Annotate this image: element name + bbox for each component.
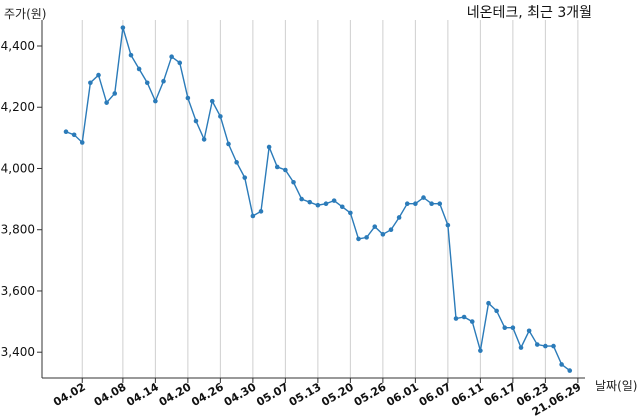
x-tick-label: 05.26 [352, 380, 389, 409]
data-point [128, 52, 134, 58]
x-tick-label: 04.30 [222, 380, 259, 409]
data-point [478, 348, 483, 353]
series-price [63, 25, 573, 373]
x-axis-title: 날짜(일) [595, 379, 637, 393]
y-tick-label: 4,000 [1, 161, 35, 175]
data-point [421, 195, 426, 200]
chart-title: 네온테크, 최근 3개월 [467, 5, 592, 21]
data-point [120, 25, 126, 30]
data-point [201, 137, 207, 142]
data-point [551, 343, 556, 349]
data-point [486, 300, 491, 306]
x-tick-label: 06.01 [384, 380, 421, 409]
data-point [364, 235, 369, 240]
data-point [71, 132, 77, 138]
data-point [250, 213, 256, 219]
data-point [543, 343, 548, 349]
data-point [63, 129, 69, 135]
data-point [307, 199, 313, 205]
data-point [112, 91, 118, 96]
data-point [136, 66, 142, 72]
data-point [461, 314, 467, 320]
data-point [315, 202, 321, 208]
data-point [502, 325, 508, 331]
data-point [494, 308, 499, 314]
y-tick-label: 3,400 [1, 345, 35, 359]
data-point [161, 78, 166, 84]
data-point [299, 196, 304, 202]
data-point [185, 95, 191, 101]
x-tick-label: 04.08 [92, 380, 129, 409]
data-point [96, 72, 101, 78]
data-point [177, 60, 183, 66]
data-point [209, 98, 215, 104]
y-tick-label: 4,200 [1, 100, 35, 114]
data-point [534, 342, 540, 347]
data-point [291, 179, 296, 185]
data-point [567, 368, 573, 373]
data-point [79, 140, 85, 145]
data-point [331, 198, 337, 203]
data-point [144, 80, 150, 86]
data-point [453, 316, 459, 321]
data-point [380, 232, 386, 237]
x-ticks: 04.02 04.0804.1404.2004.2604.3005.0705.13… [51, 378, 583, 419]
y-tick-label: 4,400 [1, 39, 35, 53]
data-point [153, 98, 158, 104]
x-tick-label: 06.11 [449, 380, 486, 409]
data-point [518, 345, 524, 350]
data-point [429, 201, 434, 206]
y-axis-title: 주가(원) [4, 7, 46, 21]
data-point [323, 201, 329, 206]
data-point [104, 100, 109, 105]
data-point [226, 141, 231, 147]
data-point [437, 201, 443, 206]
data-point [339, 204, 345, 210]
data-point [372, 224, 378, 229]
y-tick-label: 3,600 [1, 284, 35, 298]
data-point [356, 236, 361, 242]
data-point [396, 215, 402, 220]
grid-lines [81, 20, 579, 378]
data-point [242, 175, 248, 180]
x-tick-label: 04.20 [157, 380, 194, 409]
x-tick-label: 05.13 [287, 380, 324, 409]
data-point [469, 319, 475, 324]
data-point [413, 201, 418, 206]
y-tick-label: 3,800 [1, 223, 35, 237]
x-tick-label: 05.20 [319, 380, 356, 409]
data-point [169, 54, 174, 60]
axes [41, 20, 585, 379]
x-tick-label: 06.17 [482, 380, 519, 409]
x-tick-label: 05.07 [254, 380, 291, 409]
x-tick-label: 04.14 [124, 380, 161, 409]
data-point [193, 118, 199, 124]
x-tick-label: 04.02 [51, 380, 88, 409]
data-point [526, 328, 532, 334]
data-point [404, 201, 410, 206]
data-point [266, 144, 272, 150]
data-point [348, 210, 353, 216]
data-point [218, 114, 223, 119]
x-tick-label: 06.07 [417, 380, 454, 409]
x-tick-label: 04.26 [189, 380, 226, 409]
data-point [274, 164, 280, 170]
data-point [388, 227, 394, 233]
data-point [445, 222, 451, 228]
y-ticks: 3,400 3,600 3,800 4,000 4,200 4,400 [1, 39, 42, 359]
data-point [88, 80, 93, 86]
data-point [559, 362, 564, 367]
data-point [510, 325, 516, 331]
data-point [234, 160, 239, 165]
data-point [258, 209, 264, 214]
data-point [283, 167, 288, 173]
